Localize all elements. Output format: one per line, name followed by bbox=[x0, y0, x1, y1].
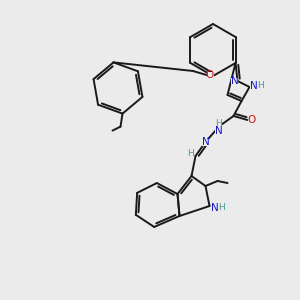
Text: H: H bbox=[218, 203, 225, 212]
Bar bbox=[215, 128, 222, 134]
Bar bbox=[257, 83, 263, 89]
Bar bbox=[202, 139, 209, 145]
Bar bbox=[231, 78, 238, 84]
Bar bbox=[188, 150, 194, 156]
Text: N: N bbox=[214, 126, 222, 136]
Bar bbox=[250, 83, 257, 89]
Bar bbox=[218, 205, 224, 211]
Text: N: N bbox=[211, 203, 218, 213]
Text: H: H bbox=[257, 82, 264, 91]
Bar bbox=[211, 205, 218, 211]
Text: N: N bbox=[231, 76, 239, 86]
Bar bbox=[206, 71, 214, 79]
Text: H: H bbox=[187, 148, 194, 158]
Bar bbox=[248, 117, 255, 123]
Text: N: N bbox=[202, 137, 209, 147]
Text: H: H bbox=[215, 119, 222, 128]
Bar bbox=[215, 122, 222, 128]
Text: N: N bbox=[250, 81, 257, 91]
Text: O: O bbox=[206, 70, 214, 80]
Text: O: O bbox=[248, 115, 256, 125]
